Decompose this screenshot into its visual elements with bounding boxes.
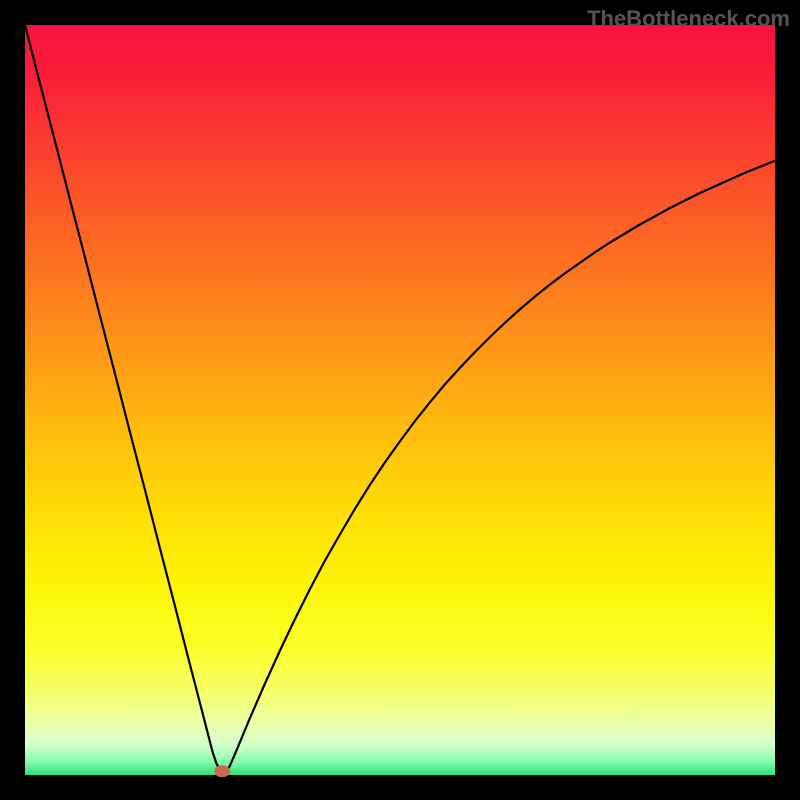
optimum-marker xyxy=(214,765,230,777)
plot-background xyxy=(25,25,775,775)
bottleneck-chart xyxy=(0,0,800,800)
figure-container: TheBottleneck.com xyxy=(0,0,800,800)
watermark-text: TheBottleneck.com xyxy=(587,6,790,32)
